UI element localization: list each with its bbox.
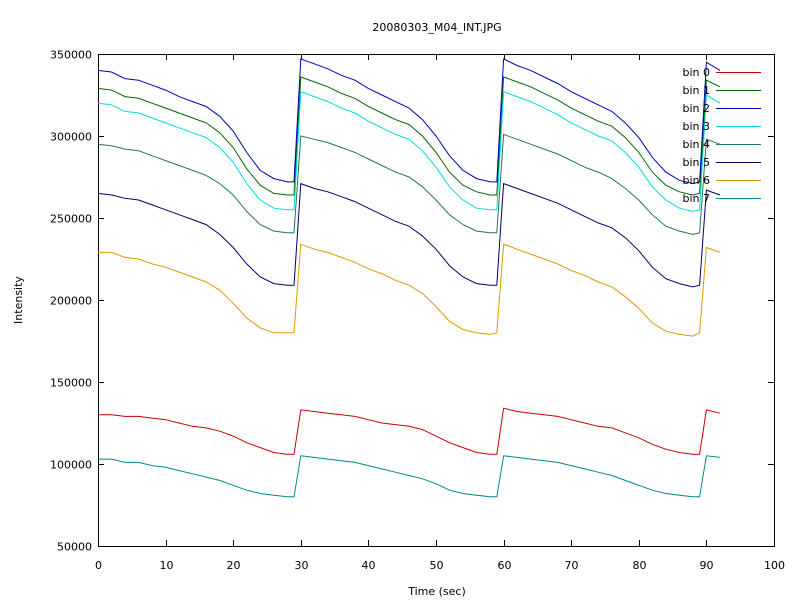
x-tick-label: 100 <box>764 559 785 572</box>
legend-label-bin-2: bin 2 <box>682 102 710 115</box>
y-axis: 50000 100000 150000 200000 250000 300000 35000… <box>50 49 774 554</box>
y-tick-label: 100000 <box>50 459 92 472</box>
x-axis-label: Time (sec) <box>407 585 466 598</box>
y-tick-label: 350000 <box>50 49 92 62</box>
x-tick-label: 60 <box>498 559 512 572</box>
series-line-bin-0 <box>98 407 721 455</box>
plot-area <box>98 54 775 547</box>
x-axis: 0 10 20 30 40 50 60 70 80 90 100 <box>95 54 785 572</box>
legend-label-bin-0: bin 0 <box>682 66 710 79</box>
x-tick-label: 80 <box>633 559 647 572</box>
legend-label-bin-3: bin 3 <box>682 120 710 133</box>
series-line-bin-4 <box>97 133 721 235</box>
x-tick-label: 0 <box>95 559 102 572</box>
series-line-bin-6 <box>98 243 721 337</box>
y-axis-label: Intensity <box>12 276 25 324</box>
x-tick-label: 30 <box>295 559 309 572</box>
x-tick-label: 10 <box>160 559 174 572</box>
y-tick-label: 250000 <box>50 213 92 226</box>
y-tick-label: 300000 <box>50 131 92 144</box>
legend-label-bin-5: bin 5 <box>682 156 710 169</box>
legend-label-bin-4: bin 4 <box>682 138 710 151</box>
series-line-bin-1 <box>97 76 721 196</box>
x-tick-label: 20 <box>227 559 241 572</box>
plot-frame <box>98 54 775 547</box>
y-tick-label: 150000 <box>50 377 92 390</box>
legend-label-bin-7: bin 7 <box>682 192 710 205</box>
y-tick-label: 50000 <box>57 541 92 554</box>
x-tick-label: 90 <box>700 559 714 572</box>
legend: bin 0 bin 1 bin 2 bin 3 bin 4 bin 5 bin 6 bin 7 <box>682 66 761 205</box>
chart-title: 20080303_M04_INT.JPG <box>372 21 501 34</box>
series-line-bin-7 <box>98 455 720 498</box>
x-tick-label: 40 <box>362 559 376 572</box>
x-tick-label: 50 <box>430 559 444 572</box>
series-line-bin-3 <box>97 91 721 212</box>
legend-label-bin-6: bin 6 <box>682 174 710 187</box>
y-tick-label: 200000 <box>50 295 92 308</box>
series-line-bin-2 <box>97 58 721 185</box>
legend-label-bin-1: bin 1 <box>682 84 710 97</box>
x-tick-label: 70 <box>565 559 579 572</box>
series-group <box>97 58 721 498</box>
series-line-bin-5 <box>97 182 721 288</box>
